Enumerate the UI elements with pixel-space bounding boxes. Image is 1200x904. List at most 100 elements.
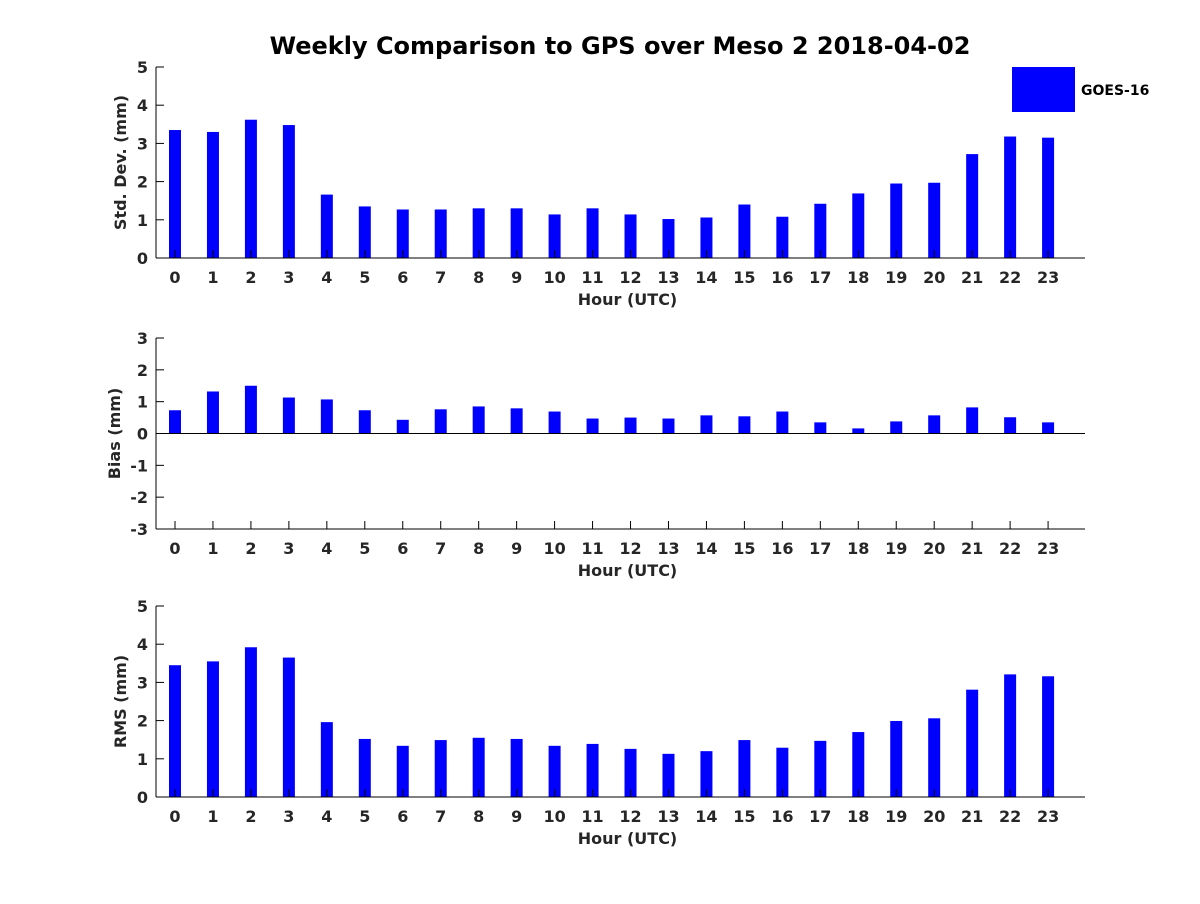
std-dev-bar-13 — [662, 219, 675, 258]
bias-y-tick-label: -2 — [130, 488, 148, 507]
bias-x-tick-label: 9 — [511, 539, 522, 558]
rms-x-tick-label: 18 — [847, 807, 869, 826]
bias-bar-2 — [244, 385, 257, 434]
std-dev-x-tick-label: 0 — [169, 268, 180, 287]
rms-bar-2 — [244, 647, 257, 797]
bias-x-tick-label: 10 — [543, 539, 565, 558]
rms-bar-17 — [814, 740, 827, 797]
rms-y-tick-label: 5 — [137, 597, 148, 616]
bias-y-tick-label: 3 — [137, 329, 148, 348]
rms-x-tick-label: 2 — [245, 807, 256, 826]
legend-label: GOES-16 — [1081, 83, 1149, 99]
bias-y-tick-label: 2 — [137, 361, 148, 380]
std-dev-bar-16 — [776, 216, 789, 258]
std-dev-x-tick-label: 6 — [397, 268, 408, 287]
rms-bar-5 — [358, 738, 371, 797]
bias-bar-0 — [169, 410, 181, 434]
std-dev-x-tick-label: 10 — [543, 268, 565, 287]
bias-x-tick-label: 16 — [771, 539, 793, 558]
bias-bar-3 — [282, 397, 295, 434]
bias-bar-16 — [776, 411, 789, 434]
rms-x-tick-label: 15 — [733, 807, 755, 826]
rms-bar-23 — [1042, 676, 1055, 797]
bias-x-tick-label: 7 — [435, 539, 446, 558]
std-dev-y-tick-label: 3 — [137, 134, 148, 153]
std-dev-x-tick-label: 4 — [321, 268, 332, 287]
bias-bar-8 — [472, 406, 485, 434]
rms-x-tick-label: 17 — [809, 807, 831, 826]
std-dev-y-tick-label: 1 — [137, 211, 148, 230]
rms-x-tick-label: 21 — [961, 807, 983, 826]
rms-x-tick-label: 23 — [1037, 807, 1059, 826]
std-dev-bar-7 — [434, 209, 447, 258]
std-dev-bar-8 — [472, 208, 485, 258]
rms-bar-10 — [548, 745, 561, 797]
rms-y-tick-label: 4 — [137, 635, 148, 654]
rms-x-tick-label: 14 — [695, 807, 717, 826]
std-dev-bar-17 — [814, 203, 827, 258]
std-dev-x-tick-label: 8 — [473, 268, 484, 287]
bias-x-tick-label: 17 — [809, 539, 831, 558]
std-dev-x-tick-label: 14 — [695, 268, 717, 287]
bias-bar-19 — [890, 421, 903, 434]
bias-x-tick-label: 15 — [733, 539, 755, 558]
bias-x-tick-label: 2 — [245, 539, 256, 558]
bias-x-tick-label: 8 — [473, 539, 484, 558]
std-dev-x-tick-label: 16 — [771, 268, 793, 287]
bias-bar-23 — [1042, 422, 1055, 434]
rms-bar-12 — [624, 748, 637, 797]
legend: GOES-16 — [1012, 67, 1149, 112]
std-dev-bar-4 — [320, 194, 333, 258]
bias-bar-17 — [814, 422, 827, 434]
rms-x-tick-label: 3 — [283, 807, 294, 826]
rms-bar-11 — [586, 743, 599, 797]
rms-x-tick-label: 4 — [321, 807, 332, 826]
bias-x-tick-label: 5 — [359, 539, 370, 558]
rms-x-tick-label: 16 — [771, 807, 793, 826]
rms-x-tick-label: 10 — [543, 807, 565, 826]
std-dev-x-tick-label: 21 — [961, 268, 983, 287]
bias-x-tick-label: 11 — [581, 539, 603, 558]
std-dev-bar-2 — [244, 119, 257, 258]
std-dev-bar-0 — [169, 130, 181, 258]
std-dev-bar-14 — [700, 217, 713, 258]
bias-y-axis-label: Bias (mm) — [105, 388, 124, 480]
bias-y-tick-label: -1 — [130, 456, 148, 475]
rms-x-tick-label: 22 — [999, 807, 1021, 826]
rms-bar-6 — [396, 745, 409, 797]
std-dev-x-tick-label: 9 — [511, 268, 522, 287]
rms-bar-18 — [852, 732, 865, 797]
std-dev-x-tick-label: 2 — [245, 268, 256, 287]
bias-x-tick-label: 22 — [999, 539, 1021, 558]
std-dev-x-tick-label: 18 — [847, 268, 869, 287]
std-dev-bar-9 — [510, 208, 523, 258]
rms-y-tick-label: 2 — [137, 712, 148, 731]
std-dev-bar-20 — [928, 182, 941, 258]
std-dev-bar-19 — [890, 183, 903, 258]
rms-bar-20 — [928, 718, 941, 797]
bias-bar-14 — [700, 415, 713, 434]
bias-bar-1 — [206, 391, 219, 434]
std-dev-bar-18 — [852, 193, 865, 258]
std-dev-y-tick-label: 2 — [137, 173, 148, 192]
bias-x-tick-label: 13 — [657, 539, 679, 558]
bias-y-tick-label: 1 — [137, 393, 148, 412]
bias-bar-9 — [510, 408, 523, 434]
rms-bar-1 — [206, 661, 219, 797]
bias-x-tick-label: 4 — [321, 539, 332, 558]
std-dev-x-tick-label: 3 — [283, 268, 294, 287]
bias-bar-5 — [358, 410, 371, 434]
std-dev-x-tick-label: 19 — [885, 268, 907, 287]
rms-bar-19 — [890, 720, 903, 797]
bias-x-tick-label: 23 — [1037, 539, 1059, 558]
bias-y-tick-label: -3 — [130, 520, 148, 539]
std-dev-bar-6 — [396, 209, 409, 258]
std-dev-x-tick-label: 15 — [733, 268, 755, 287]
std-dev-x-tick-label: 5 — [359, 268, 370, 287]
rms-x-tick-label: 9 — [511, 807, 522, 826]
std-dev-y-tick-label: 4 — [137, 96, 148, 115]
rms-bar-0 — [169, 665, 181, 797]
rms-x-tick-label: 13 — [657, 807, 679, 826]
